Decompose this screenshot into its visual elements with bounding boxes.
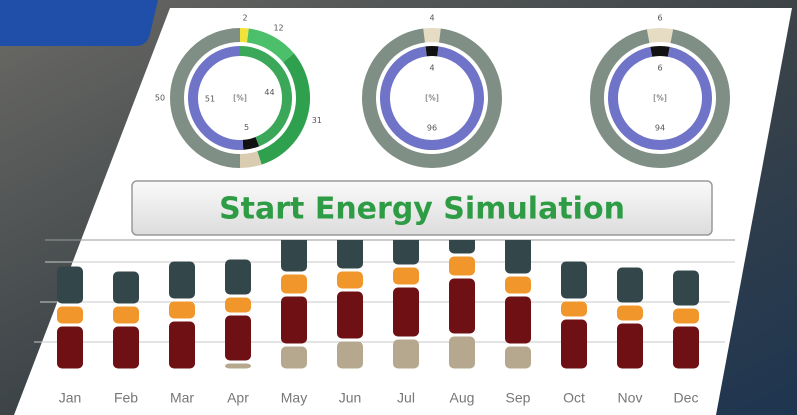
segment-label: 2 [242, 14, 247, 23]
segment-label: 4 [429, 14, 434, 23]
bar-segment [169, 302, 195, 319]
bar-segment [281, 275, 307, 294]
bar-segment [449, 279, 475, 334]
donut-segment [240, 158, 259, 161]
bar-segment [449, 257, 475, 276]
donut-segment [651, 51, 669, 52]
bar-segment [281, 235, 307, 272]
button-label[interactable]: Start Energy Simulation [219, 192, 625, 227]
bar-segment [617, 268, 643, 303]
bar-segment [337, 272, 363, 289]
x-tick-label: Dec [674, 390, 699, 406]
bar-segment [505, 237, 531, 274]
bar-segment [57, 267, 83, 304]
x-tick-label: Jan [59, 390, 82, 406]
bar-segment [673, 309, 699, 324]
bar-segment [617, 306, 643, 321]
bar-segment [225, 260, 251, 295]
bar-segment [57, 307, 83, 324]
x-tick-label: Mar [170, 390, 194, 406]
bar-segment [225, 316, 251, 361]
segment-label: 12 [273, 23, 283, 32]
bar-segment [337, 342, 363, 369]
x-tick-label: Apr [227, 390, 249, 406]
bar-segment [505, 297, 531, 344]
page: {"chart_data": [ {"type": "donut", "cent… [0, 0, 797, 415]
bar-segment [281, 347, 307, 369]
bar-segment [393, 288, 419, 337]
bar-segment [561, 320, 587, 369]
segment-label: 44 [264, 88, 274, 97]
bar-segment [561, 302, 587, 317]
bar-segment [57, 327, 83, 369]
bar-segment [113, 272, 139, 304]
x-tick-label: Sep [506, 390, 531, 406]
segment-label: 94 [655, 124, 665, 133]
x-tick-label: Feb [114, 390, 138, 406]
center-label: [%] [653, 94, 667, 103]
bar-segment [113, 327, 139, 369]
bar-segment [673, 327, 699, 369]
donut-segment [648, 35, 672, 36]
x-tick-label: Jul [397, 390, 415, 406]
screen: [%]212315044551[%]4496[%]6694 Start Ener… [0, 0, 797, 415]
segment-label: 50 [155, 94, 165, 103]
tab [0, 0, 158, 46]
segment-label: 6 [657, 14, 662, 23]
bar-segment [225, 298, 251, 313]
donut-segment [243, 142, 257, 145]
x-tick-label: May [281, 390, 307, 406]
segment-label: 51 [205, 94, 215, 103]
bar-segment [169, 322, 195, 369]
x-tick-label: Oct [563, 390, 585, 406]
bar-segment [393, 340, 419, 369]
bar-segment [505, 277, 531, 294]
bar-segment [337, 292, 363, 339]
bar-segment [617, 324, 643, 369]
segment-label: 31 [312, 116, 322, 125]
center-label: [%] [425, 94, 439, 103]
x-tick-label: Jun [339, 390, 362, 406]
bar-segment [113, 307, 139, 324]
x-tick-label: Nov [618, 390, 643, 406]
bar-segment [561, 262, 587, 299]
x-tick-label: Aug [450, 390, 475, 406]
bar-segment [281, 297, 307, 344]
center-label: [%] [233, 94, 247, 103]
bar-segment [393, 268, 419, 285]
bar-segment [169, 262, 195, 299]
bar-segment [673, 271, 699, 306]
start-button[interactable]: Start Energy Simulation [132, 181, 712, 235]
segment-label: 6 [657, 64, 662, 73]
segment-label: 4 [429, 64, 434, 73]
bar-segment [225, 364, 251, 369]
segment-label: 96 [427, 124, 437, 133]
segment-label: 5 [244, 123, 249, 132]
bar-segment [449, 337, 475, 369]
bar-segment [505, 347, 531, 369]
